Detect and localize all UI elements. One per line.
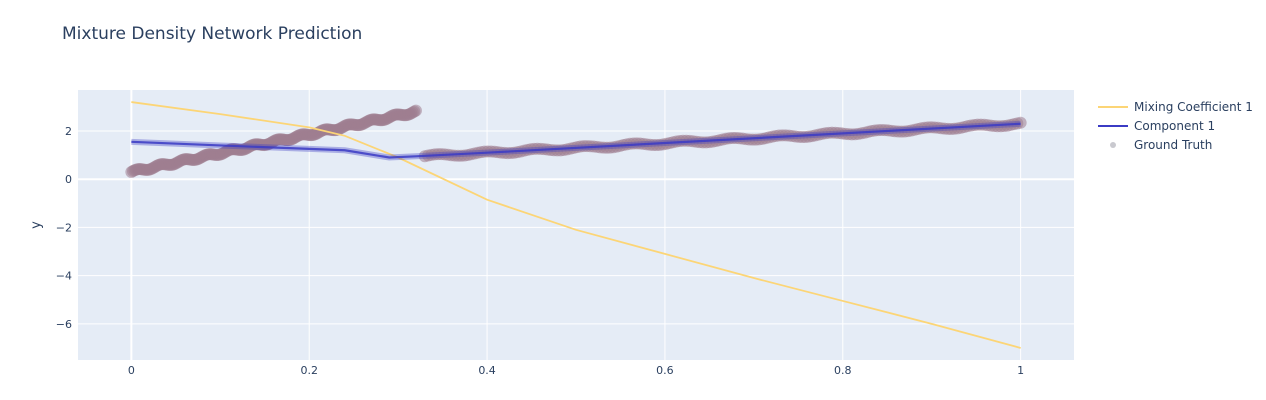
y-tick-label: −2 xyxy=(56,221,72,234)
x-tick-label: 0.4 xyxy=(478,364,496,377)
legend-label-ground-truth: Ground Truth xyxy=(1134,137,1213,152)
legend-swatch-mixing-coefficient xyxy=(1098,101,1128,113)
mixing-coefficient-line xyxy=(131,101,1021,349)
legend-item-mixing-coefficient[interactable]: Mixing Coefficient 1 xyxy=(1098,97,1253,116)
ground-truth-point xyxy=(409,104,422,117)
legend-label-mixing-coefficient: Mixing Coefficient 1 xyxy=(1134,99,1253,114)
legend-item-ground-truth[interactable]: Ground Truth xyxy=(1098,135,1253,154)
legend-swatch-ground-truth xyxy=(1098,139,1128,151)
legend-item-component[interactable]: Component 1 xyxy=(1098,116,1253,135)
ground-truth-point xyxy=(1014,116,1027,129)
x-tick-label: 1 xyxy=(1017,364,1024,377)
legend-label-component: Component 1 xyxy=(1134,118,1216,133)
y-axis-label: y xyxy=(29,221,44,229)
x-tick-label: 0.2 xyxy=(300,364,318,377)
component-line xyxy=(131,122,1021,159)
y-tick-label: −4 xyxy=(56,270,72,283)
legend: Mixing Coefficient 1 Component 1 Ground … xyxy=(1098,97,1253,154)
x-tick-label: 0 xyxy=(128,364,135,377)
chart-title: Mixture Density Network Prediction xyxy=(62,24,363,44)
y-tick-label: −6 xyxy=(56,318,72,331)
y-tick-label: 0 xyxy=(65,173,72,186)
x-tick-label: 0.8 xyxy=(834,364,852,377)
y-tick-label: 2 xyxy=(65,125,72,138)
x-tick-label: 0.6 xyxy=(656,364,674,377)
legend-swatch-component xyxy=(1098,120,1128,132)
